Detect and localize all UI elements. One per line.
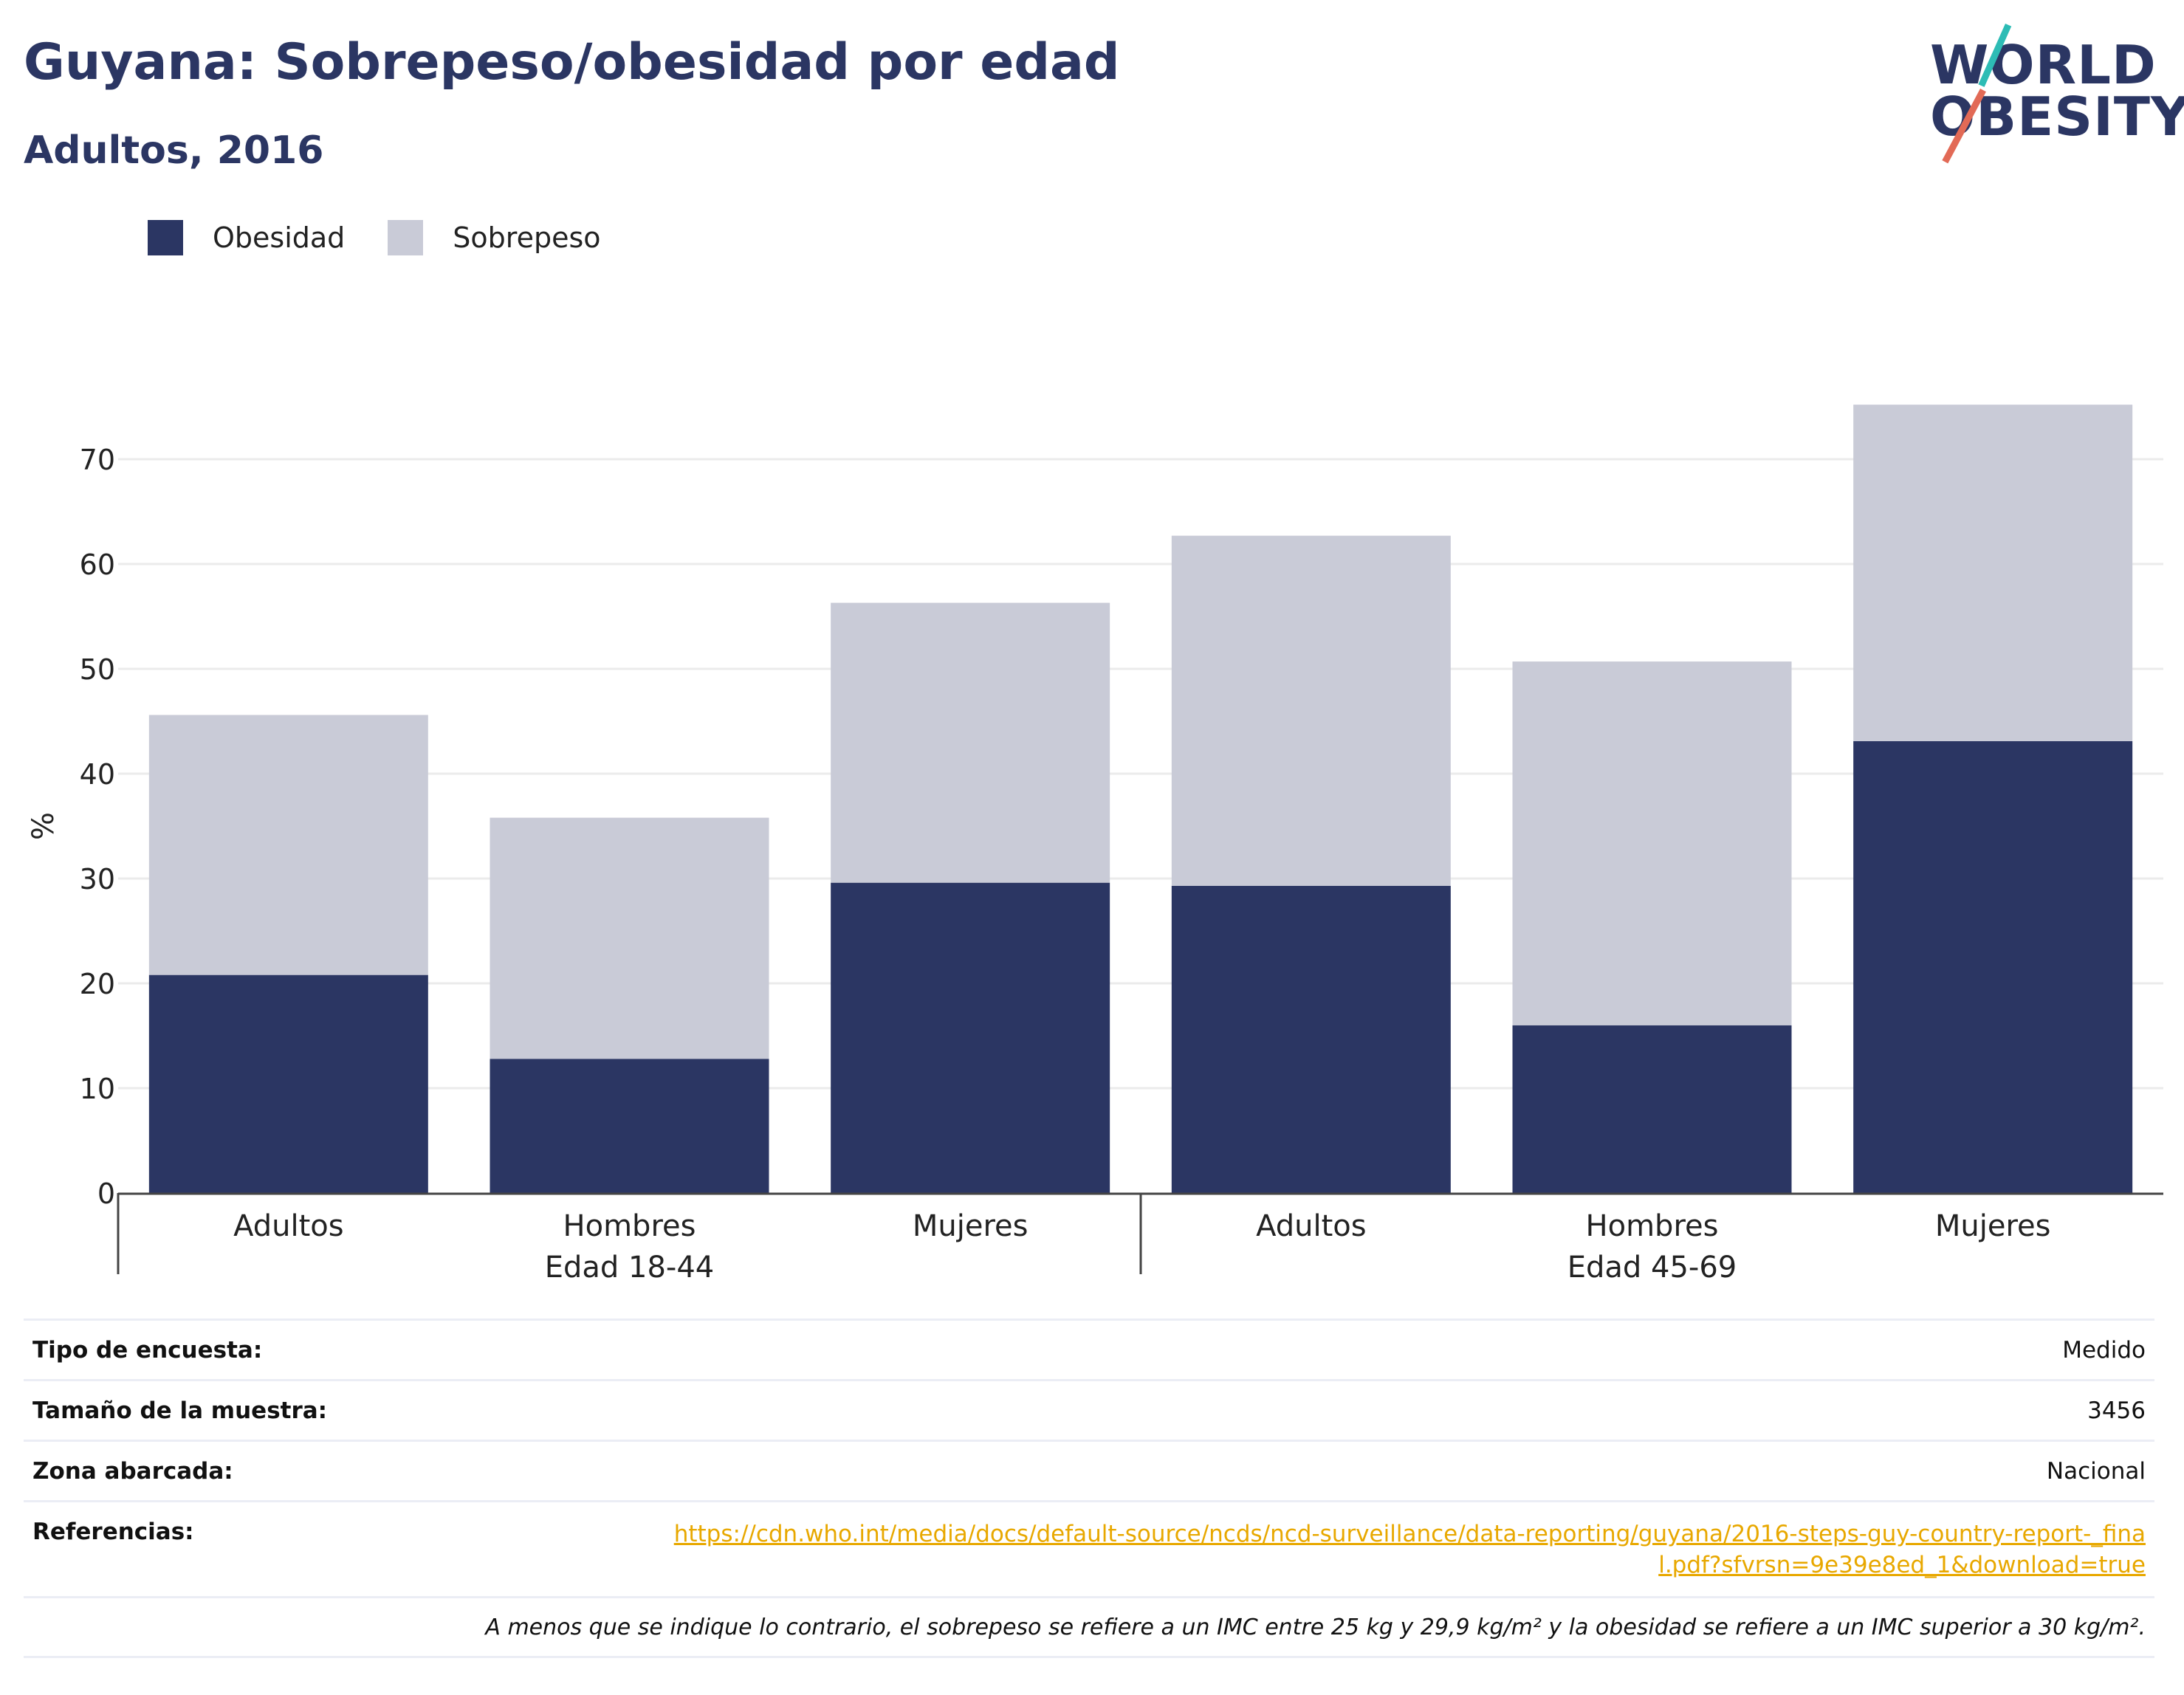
world-obesity-logo: WORLD OBESITY xyxy=(1920,21,2184,164)
y-tick-label-70: 70 xyxy=(80,444,115,476)
legend-item-obesidad[interactable]: Obesidad xyxy=(148,220,345,255)
survey-info-table: Tipo de encuesta: Medido Tamaño de la mu… xyxy=(24,1318,2154,1658)
area-label: Zona abarcada: xyxy=(32,1457,233,1485)
footnote: A menos que se indique lo contrario, el … xyxy=(485,1614,2146,1640)
bar-obesidad-1 xyxy=(490,1059,769,1193)
references-label: Referencias: xyxy=(32,1519,194,1545)
info-row-survey-type: Tipo de encuesta: Medido xyxy=(24,1318,2154,1379)
y-tick-label-30: 30 xyxy=(80,863,115,895)
footnote-row: A menos que se indique lo contrario, el … xyxy=(24,1596,2154,1658)
bar-obesidad-4 xyxy=(1512,1025,1792,1193)
x-tick-label-0: Adultos xyxy=(233,1209,344,1243)
bar-obesidad-3 xyxy=(1171,885,1451,1193)
bar-sobrepeso-2 xyxy=(831,602,1110,883)
info-row-references: Referencias: https://cdn.who.int/media/d… xyxy=(24,1500,2154,1596)
y-tick-label-10: 10 xyxy=(80,1073,115,1105)
info-row-sample-size: Tamaño de la muestra: 3456 xyxy=(24,1379,2154,1440)
chart-title: Guyana: Sobrepeso/obesidad por edad xyxy=(24,33,1120,92)
bar-obesidad-0 xyxy=(148,974,428,1193)
survey-type-label: Tipo de encuesta: xyxy=(32,1336,263,1364)
bar-chart: 0 10 20 30 40 50 60 70% Adultos Hombres Mujeres Adu… xyxy=(27,405,2163,1285)
y-axis-label: % xyxy=(27,812,61,840)
legend-item-sobrepeso[interactable]: Sobrepeso xyxy=(388,220,601,255)
y-tick-label-40: 40 xyxy=(80,758,115,791)
chart-subtitle: Adultos, 2016 xyxy=(24,128,324,173)
x-tick-label-4: Hombres xyxy=(1586,1209,1719,1243)
x-tick-label-3: Adultos xyxy=(1256,1209,1367,1243)
info-row-area: Zona abarcada: Nacional xyxy=(24,1440,2154,1500)
y-tick-label-50: 50 xyxy=(80,653,115,686)
bar-obesidad-2 xyxy=(831,882,1110,1193)
bar-sobrepeso-4 xyxy=(1512,661,1792,1025)
x-tick-label-5: Mujeres xyxy=(1935,1209,2051,1243)
group-label-0: Edad 18-44 xyxy=(545,1251,715,1285)
group-label-1: Edad 45-69 xyxy=(1567,1251,1737,1285)
legend-label-obesidad: Obesidad xyxy=(213,221,346,254)
legend-label-sobrepeso: Sobrepeso xyxy=(453,221,601,254)
bar-sobrepeso-5 xyxy=(1853,405,2133,741)
logo-line-1: WORLD xyxy=(1930,34,2157,96)
x-tick-label-2: Mujeres xyxy=(913,1209,1029,1243)
y-tick-label-20: 20 xyxy=(80,968,115,1000)
bar-sobrepeso-0 xyxy=(148,715,428,975)
chart-legend: Obesidad Sobrepeso xyxy=(148,220,644,255)
x-tick-label-1: Hombres xyxy=(563,1209,696,1243)
bar-obesidad-5 xyxy=(1853,740,2133,1193)
sample-size-value: 3456 xyxy=(2087,1397,2146,1424)
sample-size-label: Tamaño de la muestra: xyxy=(32,1397,328,1424)
bar-sobrepeso-1 xyxy=(490,817,769,1059)
legend-swatch-sobrepeso xyxy=(388,220,424,255)
bar-sobrepeso-3 xyxy=(1171,535,1451,886)
survey-type-value: Medido xyxy=(2062,1336,2146,1364)
area-value: Nacional xyxy=(2046,1457,2146,1485)
y-tick-label-0: 0 xyxy=(97,1177,115,1210)
y-tick-label-60: 60 xyxy=(80,549,115,581)
legend-swatch-obesidad xyxy=(148,220,183,255)
references-link[interactable]: https://cdn.who.int/media/docs/default-s… xyxy=(673,1521,2146,1578)
